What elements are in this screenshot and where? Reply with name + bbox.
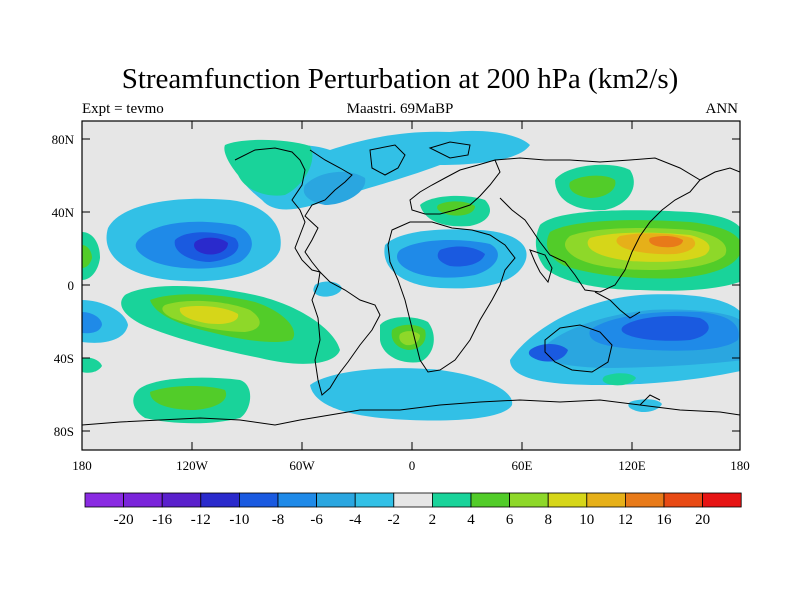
coastline-southeast-asia — [594, 291, 641, 319]
positive-region-east-asia-core — [649, 235, 683, 248]
colorbar-label: 4 — [467, 512, 475, 528]
colorbar-label: -8 — [272, 512, 285, 528]
colorbar-swatch — [470, 492, 510, 508]
positive-region-south-pacific-core — [150, 386, 227, 410]
colorbar-label: -6 — [310, 512, 323, 528]
coastline-asia — [494, 157, 701, 293]
colorbar-swatch — [277, 492, 317, 508]
colorbar-swatch — [354, 492, 395, 508]
colorbar: -20 -16 -12 -10 -8 -6 -4 -2 2 4 6 8 10 12 16 20 — [84, 492, 742, 528]
positive-region-east-pacific-core — [179, 306, 239, 324]
positive-region-siberia-core — [569, 175, 616, 198]
colorbar-swatch — [123, 492, 163, 508]
coastline-europe — [409, 159, 501, 215]
coastline-australia — [544, 324, 613, 373]
colorbar-label: 20 — [695, 512, 710, 528]
colorbar-label: 12 — [618, 512, 633, 528]
positive-region-west-edge-core — [82, 245, 92, 268]
lon-label-120w: 120W — [176, 458, 209, 473]
colorbar-label: 10 — [579, 512, 594, 528]
lat-label-40s: 40S — [54, 351, 74, 366]
lon-label-180e: 180 — [730, 458, 750, 473]
negative-region-north-atlantic — [303, 171, 366, 205]
lon-ticks — [81, 121, 741, 450]
lat-label-40n: 40N — [52, 205, 75, 220]
colorbar-label: 6 — [506, 512, 514, 528]
colorbar-label: -12 — [191, 512, 211, 528]
lon-tick-labels: 180 120W 60W 0 60E 120E 180 — [72, 458, 750, 473]
colorbar-label: 2 — [429, 512, 437, 528]
colorbar-swatch — [547, 492, 588, 508]
negative-region-mid-atlantic — [313, 281, 342, 297]
lon-label-180w: 180 — [72, 458, 92, 473]
positive-region-south-indian-small — [602, 373, 636, 386]
lat-tick-labels: 80N 40N 0 40S 80S — [52, 132, 75, 439]
lon-label-60e: 60E — [512, 458, 533, 473]
coastline-arctic-islands — [428, 141, 471, 159]
coastline-pacific-islands — [639, 394, 661, 406]
lon-label-120e: 120E — [618, 458, 646, 473]
colorbar-swatch — [84, 492, 124, 508]
negative-region-south-pacific-core — [621, 316, 709, 341]
negative-region-southern-ocean — [310, 368, 513, 421]
lon-label-0: 0 — [409, 458, 416, 473]
contour-fields — [82, 130, 740, 424]
coastline-north-america — [234, 147, 353, 273]
negative-region-west-edge-core — [82, 312, 102, 334]
negative-region-africa-core — [437, 246, 485, 267]
colorbar-label: -20 — [114, 512, 134, 528]
colorbar-swatch — [200, 492, 240, 508]
chart-title: Streamfunction Perturbation at 200 hPa (… — [121, 63, 679, 95]
colorbar-label: 16 — [657, 512, 673, 528]
colorbar-label: 8 — [544, 512, 552, 528]
coastline-india — [529, 249, 553, 284]
lat-ticks — [82, 138, 740, 432]
colorbar-swatch — [431, 492, 472, 508]
lat-label-80n: 80N — [52, 132, 75, 147]
lat-label-0: 0 — [68, 278, 75, 293]
colorbar-swatch — [316, 492, 356, 508]
colorbar-swatch — [161, 492, 202, 508]
positive-region-southwest-small — [82, 357, 102, 373]
colorbar-swatch — [509, 492, 549, 508]
colorbar-label: -4 — [349, 512, 362, 528]
coastline-south-america — [311, 270, 381, 396]
colorbar-swatch — [586, 492, 626, 508]
negative-region-north-pacific-peak — [194, 237, 228, 255]
colorbar-label: -10 — [229, 512, 249, 528]
colorbar-swatch — [393, 492, 433, 508]
period-label: Maastri. 69MaBP — [346, 101, 454, 117]
season-label: ANN — [705, 101, 739, 117]
coastline-africa — [387, 221, 516, 373]
coastlines — [82, 141, 740, 426]
lon-label-60w: 60W — [289, 458, 315, 473]
experiment-label: Expt = tevmo — [82, 101, 164, 117]
colorbar-label: -16 — [152, 512, 172, 528]
coastline-greenland — [369, 144, 406, 176]
colorbar-swatch — [702, 492, 742, 508]
colorbar-swatch — [663, 492, 703, 508]
negative-region-indian-ocean-core — [528, 344, 568, 362]
colorbar-swatch — [238, 492, 279, 508]
positive-region-south-atlantic-core — [399, 331, 420, 346]
colorbar-swatch — [625, 492, 665, 508]
coastline-far-east — [699, 167, 740, 181]
colorbar-label: -2 — [388, 512, 401, 528]
lat-label-80s: 80S — [54, 424, 74, 439]
